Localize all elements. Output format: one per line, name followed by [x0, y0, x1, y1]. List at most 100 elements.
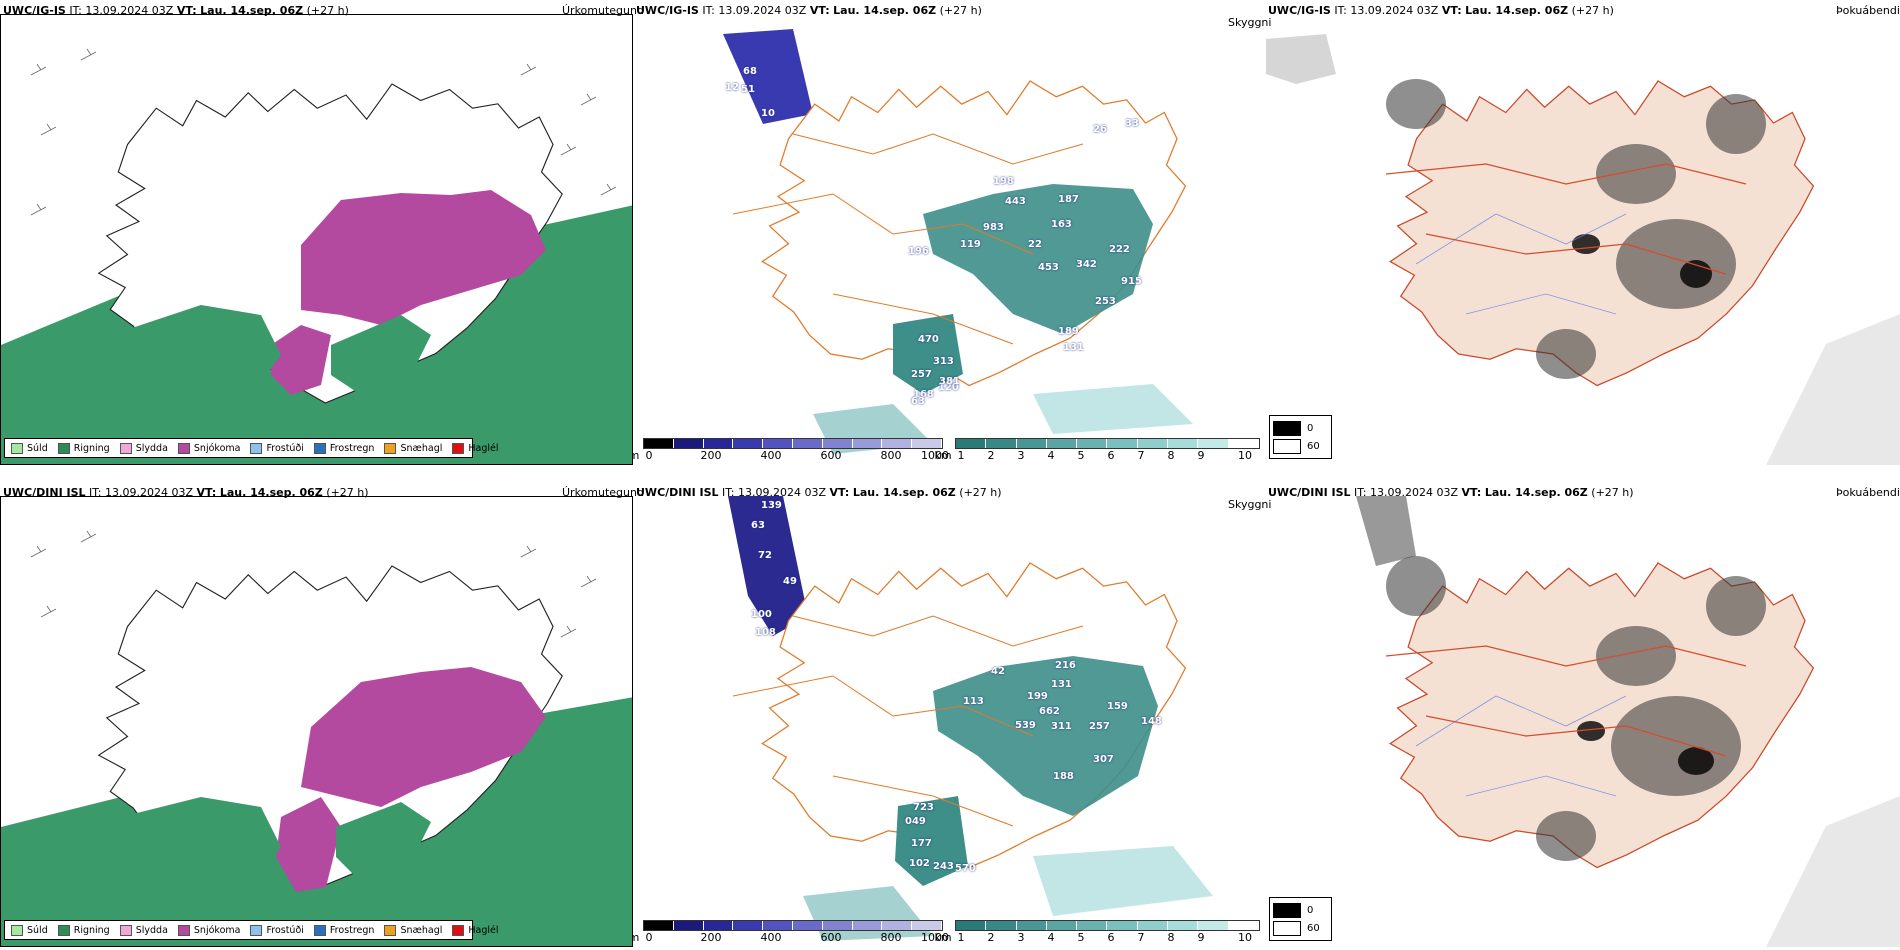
vis-label: 188 — [1053, 771, 1074, 782]
vis-label: 983 — [983, 222, 1004, 233]
fog-map — [1266, 496, 1900, 947]
panel-header: UWC/DINI ISL IT: 13.09.2024 03Z VT: Lau.… — [636, 486, 1002, 499]
fog-swatch — [1273, 902, 1301, 918]
model-name: UWC/IG-IS — [3, 4, 66, 17]
fog-map — [1266, 14, 1900, 465]
lead-time: (+27 h) — [306, 4, 349, 17]
precip-map — [1, 497, 632, 946]
ceiling-tick: 800 — [880, 931, 902, 944]
panel-header: UWC/DINI ISL IT: 13.09.2024 03Z VT: Lau.… — [1268, 486, 1634, 499]
visibility-panel-title: Skyggni — [1228, 16, 1272, 29]
visibility-tick: 10 — [1238, 449, 1252, 462]
model-name: UWC/DINI ISL — [3, 486, 86, 499]
vis-label: 311 — [1051, 721, 1072, 732]
legend-label: Frostregn — [329, 924, 375, 936]
vis-label: 10 — [761, 108, 775, 119]
vis-label: 222 — [1109, 244, 1130, 255]
model-name: UWC/DINI ISL — [1268, 486, 1351, 499]
ceiling-tick: 0 — [645, 931, 653, 944]
vis-label: 12 — [725, 82, 739, 93]
model-name: UWC/IG-IS — [636, 4, 699, 17]
vis-label: 199 — [1027, 691, 1048, 702]
visibility-colorbar: km 1 2 3 4 5 6 7 8 9 10 — [934, 438, 1260, 462]
valid-time: Lau. 14.sep. 06Z — [833, 4, 937, 17]
vis-label: 723 — [913, 802, 934, 813]
vis-label: 63 — [911, 396, 925, 407]
vis-label: 539 — [1015, 720, 1036, 731]
fog-legend-item: 60 — [1273, 919, 1328, 937]
ceiling-tick: 200 — [700, 449, 722, 462]
panel-header: UWC/DINI ISL IT: 13.09.2024 03Z VT: Lau.… — [3, 486, 369, 499]
legend-item-frostregn: Frostregn — [313, 442, 374, 454]
vt-label: VT: — [176, 4, 197, 17]
ceiling-tick: 200 — [700, 931, 722, 944]
vis-label: 131 — [1051, 679, 1072, 690]
lead-time: (+27 h) — [959, 486, 1002, 499]
vis-label: 26 — [1093, 124, 1107, 135]
vis-label: 307 — [1093, 754, 1114, 765]
valid-time: Lau. 14.sep. 06Z — [1465, 4, 1569, 17]
vis-label: 68 — [743, 66, 757, 77]
legend-swatch — [313, 442, 326, 454]
legend-swatch — [313, 924, 326, 936]
ceiling-tick: 600 — [820, 931, 842, 944]
vis-label: 22 — [1028, 239, 1042, 250]
vis-label: 51 — [741, 84, 755, 95]
ceiling-unit: m — [633, 931, 640, 944]
legend-item-frostregn: Frostregn — [313, 924, 375, 936]
lead-time: (+27 h) — [939, 4, 982, 17]
visibility-tick: 1 — [957, 449, 965, 462]
legend-label: Slydda — [135, 924, 168, 936]
visibility-tick: 10 — [1238, 931, 1252, 944]
legend-item-hagl: Haglél — [452, 442, 499, 454]
vis-label: 662 — [1039, 706, 1060, 717]
visibility-colorbar: km 1 2 3 4 5 6 7 8 9 10 — [934, 920, 1260, 944]
vis-label: 139 — [761, 500, 782, 511]
fog-swatch — [1273, 438, 1301, 454]
vis-label: 216 — [1055, 660, 1076, 671]
ceiling-unit: m — [633, 449, 640, 462]
legend-swatch — [11, 924, 23, 936]
valid-time: Lau. 14.sep. 06Z — [852, 486, 956, 499]
init-time: IT: 13.09.2024 03Z — [69, 4, 174, 17]
fog-legend-item: 0 — [1273, 419, 1328, 437]
legend-label: Frostúði — [266, 924, 304, 936]
vis-label: 189 — [1058, 326, 1079, 337]
legend-item-rigning: Rigning — [57, 442, 110, 454]
legend-swatch — [177, 924, 190, 936]
legend-item-sudl: Súld — [11, 924, 48, 936]
vt-label: VT: — [196, 486, 217, 499]
vis-label: 102 — [909, 858, 930, 869]
legend-label: Snjókoma — [193, 442, 241, 454]
init-time: IT: 13.09.2024 03Z — [722, 486, 827, 499]
vis-label: 443 — [1005, 196, 1026, 207]
legend-swatch — [452, 924, 465, 936]
visibility-tick: 6 — [1107, 931, 1115, 944]
ceiling-colorbar-bar — [643, 438, 943, 449]
legend-swatch — [250, 924, 263, 936]
legend-label: Rigning — [73, 924, 110, 936]
vt-label: VT: — [829, 486, 850, 499]
visibility-colorbar-bar — [955, 920, 1260, 931]
fog-swatch — [1273, 920, 1301, 936]
visibility-tick: 6 — [1107, 449, 1115, 462]
legend-item-snjokoma: Snjókoma — [177, 924, 240, 936]
vis-label: 257 — [911, 369, 932, 380]
vis-label: 342 — [1076, 259, 1097, 270]
lead-time: (+27 h) — [326, 486, 369, 499]
legend-label: Súld — [27, 442, 48, 454]
init-time: IT: 13.09.2024 03Z — [1334, 4, 1439, 17]
precip-type-panel: Súld Rigning Slydda Snjókoma Frostúði Fr… — [0, 14, 633, 465]
model-name: UWC/IG-IS — [1268, 4, 1331, 17]
visibility-ticks: km 1 2 3 4 5 6 7 8 9 10 — [934, 449, 1260, 462]
vis-label: 198 — [993, 176, 1014, 187]
fog-legend-item: 60 — [1273, 437, 1328, 455]
vis-label: 915 — [1121, 276, 1142, 287]
visibility-unit: km — [934, 449, 952, 462]
legend-swatch — [119, 442, 132, 454]
visibility-unit: km — [934, 931, 952, 944]
vis-label: 453 — [1038, 262, 1059, 273]
fog-legend-label: 0 — [1307, 422, 1314, 434]
vis-label: 100 — [751, 609, 772, 620]
vis-label: 120 — [938, 382, 959, 393]
